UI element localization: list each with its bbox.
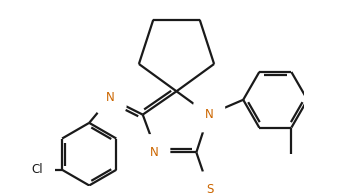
Text: N: N	[205, 108, 214, 121]
Text: Cl: Cl	[31, 163, 43, 176]
Text: N: N	[106, 91, 115, 104]
Text: S: S	[206, 183, 213, 196]
Text: N: N	[150, 146, 158, 159]
